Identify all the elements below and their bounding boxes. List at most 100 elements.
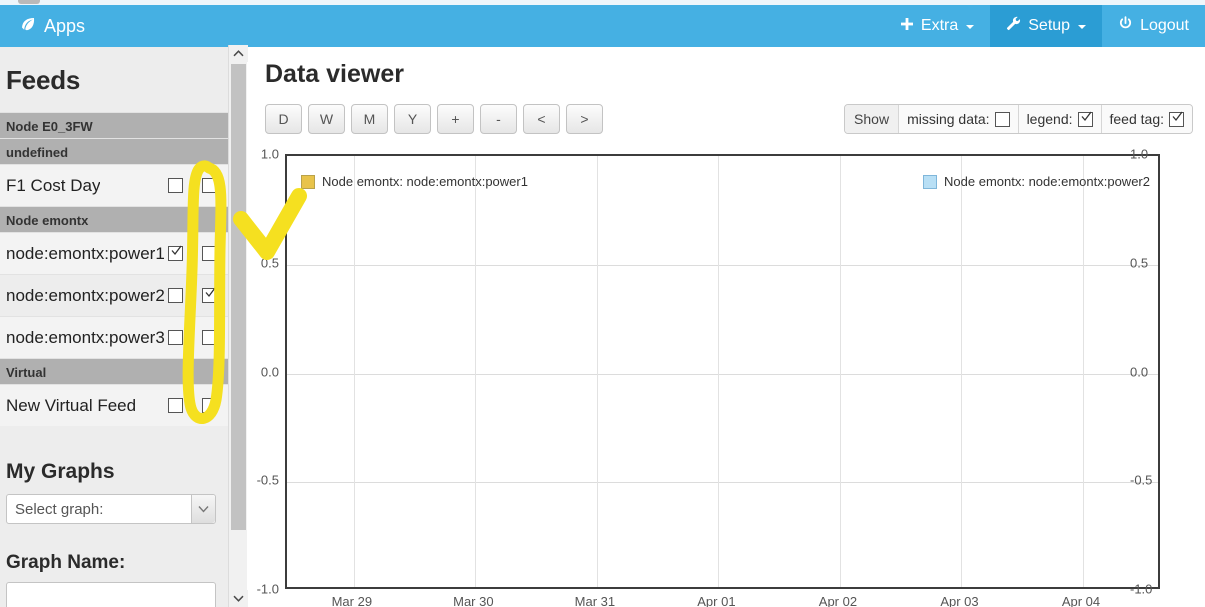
- chart-xtick: Apr 01: [697, 594, 736, 607]
- chart-xtick: Mar 31: [574, 594, 616, 607]
- feed-name: New Virtual Feed: [6, 395, 137, 415]
- feed-group-header: Virtual: [0, 358, 228, 384]
- chart-xtick: Apr 02: [818, 594, 858, 607]
- my-graphs-title: My Graphs: [6, 460, 115, 483]
- feed-row[interactable]: node:emontx:power2: [0, 274, 228, 316]
- chart-ytick-right: 1.0: [1130, 146, 1149, 162]
- feed-checkbox-1[interactable]: [168, 245, 183, 261]
- chevron-down-icon: [966, 25, 975, 29]
- page-top-strip: [0, 0, 1205, 5]
- chart-gridline-vertical: [839, 156, 841, 587]
- feed-row[interactable]: F1 Cost Day: [0, 164, 228, 206]
- wrench-icon: [1006, 16, 1021, 36]
- range-button-y[interactable]: Y: [394, 104, 431, 134]
- feed-list: Node E0_3FW undefined F1 Cost Day Node emon…: [0, 112, 228, 426]
- show-option-label: missing data:: [907, 111, 990, 127]
- show-options-group: Show missing data: legend: feed tag:: [844, 104, 1193, 134]
- range-button-m[interactable]: M: [351, 104, 388, 134]
- power-icon: [1118, 16, 1133, 36]
- check-icon: [205, 287, 216, 298]
- chart-plot-area[interactable]: Node emontx: node:emontx:power1 Node emon…: [285, 154, 1160, 589]
- chart-xtick: Apr 03: [940, 594, 979, 607]
- feed-name: node:emontx:power3: [6, 327, 165, 347]
- show-label: Show: [845, 105, 899, 133]
- chart-legend-item: Node emontx: node:emontx:power2: [923, 174, 1150, 189]
- graph-name-label: Graph Name:: [6, 552, 126, 573]
- chart-gridline-vertical: [596, 156, 598, 587]
- range-button-zoom-out[interactable]: -: [480, 104, 517, 134]
- feed-checkbox-1[interactable]: [168, 288, 183, 303]
- sidebar-scrollbar[interactable]: [228, 45, 248, 607]
- feeds-sidebar: Feeds Node E0_3FW undefined F1 Cost Day Nod…: [0, 47, 228, 607]
- chart-ytick-left: -0.5: [256, 472, 279, 488]
- brand-apps-link[interactable]: Apps: [14, 5, 91, 47]
- feed-checkbox-2[interactable]: [202, 398, 217, 413]
- scroll-down-arrow-icon[interactable]: [229, 590, 248, 607]
- chart-ytick-left: 0.5: [260, 255, 279, 271]
- show-option-missing-data[interactable]: missing data:: [898, 105, 1018, 133]
- range-button-prev[interactable]: <: [523, 104, 560, 134]
- range-button-w[interactable]: W: [308, 104, 345, 134]
- legend-color-swatch: [301, 174, 315, 189]
- scrollbar-thumb[interactable]: [231, 64, 246, 530]
- range-button-zoomzoom-outin[interactable]: +: [437, 104, 474, 134]
- chart-gridline-horizontal: [287, 482, 1158, 484]
- feed-checkbox-2[interactable]: [202, 287, 217, 303]
- chart-range-toolbar: D W M Y + - < >: [265, 104, 603, 134]
- show-option-label: feed tag:: [1109, 111, 1165, 127]
- chart-ytick-left: 0.0: [260, 364, 279, 379]
- plus-icon: [900, 17, 914, 36]
- feed-group-header: undefined: [0, 138, 228, 164]
- show-option-label: legend:: [1026, 111, 1073, 127]
- show-option-feed-tag[interactable]: feed tag:: [1100, 105, 1192, 133]
- feeds-title: Feeds: [6, 65, 81, 95]
- range-button-next[interactable]: >: [566, 104, 603, 134]
- top-navbar: Apps Extra Setup: [0, 5, 1205, 47]
- chart-ytick-left: -1.0: [256, 581, 279, 597]
- show-option-checkbox[interactable]: [1169, 111, 1184, 127]
- feed-row[interactable]: node:emontx:power1: [0, 232, 228, 274]
- feed-checkbox-2[interactable]: [202, 178, 217, 193]
- check-icon: [171, 245, 182, 256]
- chart-ytick-right: -1.0: [1130, 581, 1153, 597]
- feed-checkbox-2[interactable]: [202, 246, 217, 261]
- chart-ytick-right: 0.5: [1130, 255, 1149, 271]
- chart-gridline-vertical: [961, 156, 963, 587]
- scroll-up-arrow-icon[interactable]: [229, 45, 248, 62]
- feed-name: node:emontx:power1: [6, 243, 165, 263]
- show-option-legend[interactable]: legend:: [1017, 105, 1101, 133]
- chart-xtick: Apr 04: [1061, 594, 1101, 607]
- legend-label: Node emontx: node:emontx:power2: [944, 174, 1150, 189]
- nav-item-logout[interactable]: Logout: [1102, 5, 1205, 47]
- legend-label: Node emontx: node:emontx:power1: [322, 174, 528, 189]
- graph-name-input[interactable]: [6, 582, 216, 607]
- feed-checkbox-1[interactable]: [168, 330, 183, 345]
- feed-group-header: Node emontx: [0, 206, 228, 232]
- chart-ytick-right: 0.0: [1130, 364, 1149, 379]
- feed-checkbox-1[interactable]: [168, 178, 183, 193]
- feed-row[interactable]: node:emontx:power3: [0, 316, 228, 358]
- nav-label-setup: Setup: [1028, 17, 1071, 34]
- chevron-down-icon: [1078, 25, 1087, 29]
- range-button-d[interactable]: D: [265, 104, 302, 134]
- legend-color-swatch: [923, 174, 938, 189]
- check-icon: [1081, 111, 1092, 121]
- chart-gridline-vertical: [353, 156, 355, 587]
- feed-checkbox-1[interactable]: [168, 398, 183, 413]
- sidebar-spacer: [0, 426, 228, 452]
- nav-item-extra[interactable]: Extra: [884, 5, 990, 47]
- chart-xtick: Mar 30: [453, 594, 494, 607]
- nav-label-extra: Extra: [920, 17, 959, 34]
- show-option-checkbox[interactable]: [1077, 111, 1093, 127]
- feed-name: node:emontx:power2: [6, 285, 165, 305]
- chart-zone: Node emontx: node:emontx:power1 Node emon…: [248, 147, 1205, 607]
- chart-gridline-horizontal: [287, 373, 1158, 375]
- graph-select[interactable]: Select graph:: [6, 494, 216, 524]
- chart-gridline-horizontal: [287, 264, 1158, 266]
- feed-row[interactable]: New Virtual Feed: [0, 384, 228, 426]
- feed-checkbox-2[interactable]: [202, 330, 217, 345]
- show-option-checkbox[interactable]: [994, 111, 1010, 127]
- nav-item-setup[interactable]: Setup: [990, 5, 1103, 47]
- page-top-nub: [18, 0, 40, 4]
